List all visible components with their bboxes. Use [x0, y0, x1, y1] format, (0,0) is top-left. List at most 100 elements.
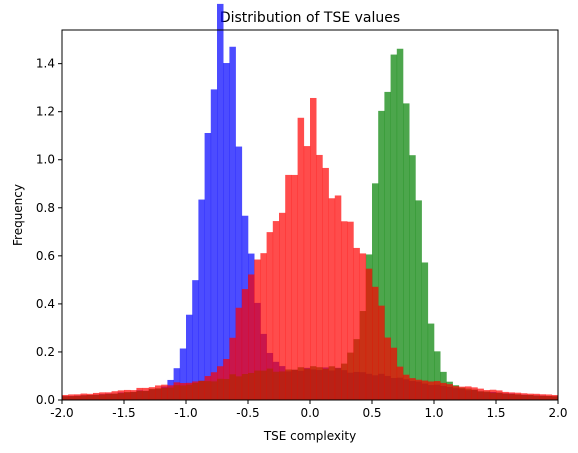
histogram-bar	[427, 381, 435, 400]
y-tick-label: 0.0	[36, 393, 55, 407]
histogram-bar	[520, 393, 528, 400]
histogram-bar	[130, 390, 137, 400]
histogram-bar	[62, 394, 69, 400]
histogram-bar	[186, 314, 193, 400]
y-tick-label: 0.2	[36, 345, 55, 359]
histogram-bars	[62, 3, 559, 401]
histogram-bar	[235, 146, 243, 400]
histogram-bar	[527, 393, 534, 400]
histogram-bar	[93, 392, 100, 400]
histogram-bar	[446, 384, 453, 400]
histogram-bar	[192, 381, 199, 400]
chart-title: Distribution of TSE values	[220, 10, 400, 26]
histogram-bar	[452, 386, 460, 400]
histogram-bar	[310, 97, 317, 400]
histogram-bar	[384, 91, 391, 400]
histogram-bar	[117, 390, 125, 400]
histogram-bar	[80, 393, 88, 400]
histogram-bar	[489, 389, 497, 400]
y-axis-ticks: 0.0 0.2 0.4 0.6 0.8 1.0 1.2 1.4	[36, 57, 62, 407]
y-tick-label: 1.0	[36, 153, 55, 167]
histogram-bar	[378, 305, 385, 400]
histogram-bar	[551, 394, 559, 400]
histogram-bar	[279, 212, 286, 400]
histogram-bar	[173, 382, 181, 400]
histogram-bar	[334, 195, 342, 400]
histogram-bar	[396, 48, 404, 400]
histogram-bar	[303, 146, 311, 400]
histogram-bar	[390, 54, 398, 401]
histogram-bar	[359, 253, 367, 400]
histogram-bar	[223, 63, 230, 400]
histogram-bar	[365, 268, 373, 400]
y-tick-label: 1.2	[36, 105, 55, 119]
histogram-bar	[217, 3, 224, 400]
y-tick-label: 0.4	[36, 297, 55, 311]
histogram-bar	[260, 253, 267, 400]
x-tick-label: 1.5	[486, 406, 505, 420]
histogram-bar	[74, 394, 81, 400]
histogram-bar	[421, 262, 429, 400]
histogram-bar	[316, 154, 323, 400]
x-tick-label: -2.0	[50, 406, 73, 420]
x-tick-label: 0.5	[362, 406, 381, 420]
histogram-bar	[148, 387, 156, 400]
histogram-bar	[285, 174, 292, 400]
x-tick-label: -1.5	[112, 406, 135, 420]
x-axis-ticks: -2.0 -1.5 -1.0 -0.5 0.0 0.5 1.0 1.5 2.0	[50, 400, 568, 420]
histogram-bar	[396, 366, 404, 400]
histogram-bar	[210, 89, 218, 400]
x-tick-label: -1.0	[174, 406, 197, 420]
histogram-bar	[204, 376, 212, 400]
histogram-bar	[434, 351, 441, 400]
histogram-bar	[341, 221, 348, 400]
histogram-bar	[514, 392, 522, 400]
histogram-bar	[477, 388, 484, 400]
histogram-bar	[254, 259, 261, 400]
histogram-bar	[347, 221, 354, 400]
histogram-bar	[192, 280, 199, 400]
histogram-bar	[241, 289, 249, 400]
histogram-bar	[142, 387, 150, 400]
histogram-bar	[229, 46, 236, 400]
histogram-bar	[322, 167, 329, 400]
histogram-bar	[403, 374, 410, 400]
histogram-bar	[223, 358, 230, 400]
histogram-bar	[502, 391, 509, 400]
histogram-bar	[167, 385, 174, 400]
histogram-bar	[297, 117, 305, 400]
histogram-bar	[409, 378, 416, 400]
histogram-bar	[86, 393, 94, 400]
x-tick-label: -0.5	[236, 406, 259, 420]
histogram-bar	[434, 381, 441, 400]
y-axis-label: Frequency	[11, 184, 25, 246]
histogram-bar	[217, 366, 224, 400]
histogram-bar	[186, 382, 193, 400]
x-tick-label: 1.0	[424, 406, 443, 420]
histogram-bar	[111, 391, 119, 400]
histogram-bar	[291, 174, 298, 400]
histogram-bar	[421, 380, 429, 400]
histogram-bar	[272, 221, 280, 400]
y-tick-label: 0.6	[36, 249, 55, 263]
y-tick-label: 0.8	[36, 201, 55, 215]
histogram-bar	[533, 393, 540, 400]
histogram-bar	[465, 386, 472, 400]
histogram-bar	[229, 337, 236, 400]
histogram-bar	[353, 247, 360, 400]
x-tick-label: 2.0	[548, 406, 567, 420]
histogram-bar	[105, 392, 112, 400]
histogram-bar	[328, 198, 336, 400]
histogram-bar	[124, 389, 131, 400]
x-axis-label: TSE complexity	[263, 429, 356, 443]
histogram-bar	[198, 199, 205, 400]
histogram-bar	[415, 379, 422, 400]
histogram-bar	[161, 384, 168, 400]
histogram-bar	[372, 286, 379, 400]
histogram-bar	[210, 372, 218, 400]
histogram-bar	[155, 385, 162, 400]
histogram-bar	[198, 380, 205, 400]
histogram-bar	[415, 200, 422, 400]
histogram-bar	[235, 307, 243, 400]
